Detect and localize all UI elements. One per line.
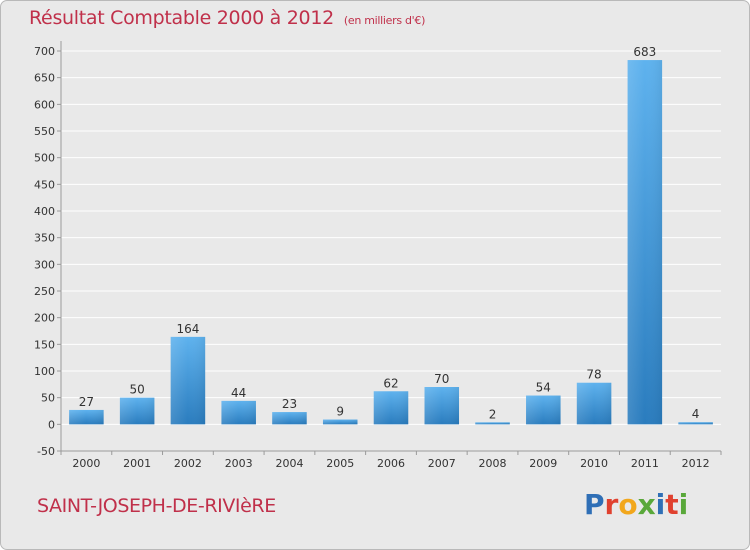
logo-letter: i (678, 488, 689, 521)
y-tick-label: 700 (34, 45, 55, 58)
value-label-2007: 70 (434, 372, 449, 386)
y-tick-label: -50 (37, 445, 55, 458)
bar-shine-2002 (170, 336, 206, 425)
bar-shine-2010 (576, 382, 612, 425)
x-tick-label-2010: 2010 (580, 457, 608, 470)
title-text: Résultat Comptable 2000 à 2012 (29, 7, 334, 29)
x-tick-label-2011: 2011 (631, 457, 659, 470)
logo-letter: i (655, 488, 666, 521)
y-tick-label: 200 (34, 312, 55, 325)
bar-shine-2001 (119, 397, 155, 425)
logo-letter: r (604, 488, 619, 521)
value-label-2003: 44 (231, 386, 246, 400)
bar-shine-2005 (322, 419, 358, 425)
chart-title: Résultat Comptable 2000 à 2012 (en millie… (29, 7, 425, 29)
x-tick-label-2006: 2006 (377, 457, 405, 470)
bar-shine-2003 (221, 400, 256, 425)
bar-shine-2008 (475, 422, 510, 425)
logo-letter: P (584, 488, 605, 521)
y-tick-label: 50 (41, 392, 55, 405)
y-tick-label: 600 (34, 98, 55, 111)
chart-subtitle: (en milliers d'€) (343, 14, 426, 27)
y-tick-label: 400 (34, 205, 55, 218)
value-label-2005: 9 (336, 405, 344, 419)
value-label-2006: 62 (383, 376, 398, 390)
value-label-2011: 683 (633, 45, 656, 59)
value-label-2010: 78 (586, 368, 601, 382)
bar-shine-2000 (69, 409, 104, 425)
x-tick-label-2003: 2003 (225, 457, 253, 470)
data-labels: 27 50 164 44 23 9 62 70 2 54 78 683 4 (79, 45, 700, 421)
y-tick-label: 650 (34, 72, 55, 85)
logo-letter: x (637, 488, 656, 521)
proxiti-logo: Proxiti (584, 488, 688, 521)
x-axis: 2000 2001 2002 2003 2004 2005 2006 2007 2008 2009… (60, 450, 722, 470)
value-label-2008: 2 (489, 407, 497, 421)
logo-letter: t (665, 488, 679, 521)
y-tick-label: 350 (34, 232, 55, 245)
y-tick-label: 0 (48, 418, 55, 431)
value-label-2012: 4 (692, 407, 700, 421)
x-tick-label-2002: 2002 (174, 457, 202, 470)
x-tick-label-2000: 2000 (72, 457, 100, 470)
value-label-2001: 50 (130, 383, 145, 397)
y-tick-label: 150 (34, 338, 55, 351)
y-tick-label: 300 (34, 258, 55, 271)
bar-shine-2009 (526, 395, 561, 425)
bars (69, 60, 713, 425)
bar-shine-2011 (627, 60, 663, 425)
value-label-2002: 164 (176, 322, 199, 336)
x-tick-label-2012: 2012 (682, 457, 710, 470)
y-tick-label: 500 (34, 152, 55, 165)
bar-shine-2006 (373, 391, 409, 425)
y-tick-label: 100 (34, 365, 55, 378)
y-tick-label: 450 (34, 178, 55, 191)
value-label-2009: 54 (536, 381, 551, 395)
value-label-2004: 23 (282, 397, 297, 411)
x-tick-label-2009: 2009 (529, 457, 557, 470)
place-name: SAINT-JOSEPH-DE-RIVIèRE (37, 495, 276, 517)
value-label-2000: 27 (79, 395, 94, 409)
bar-shine-2007 (424, 387, 460, 425)
x-tick-label-2001: 2001 (123, 457, 151, 470)
bar-shine-2004 (272, 412, 307, 425)
y-tick-label: 550 (34, 125, 55, 138)
x-tick-label-2004: 2004 (275, 457, 303, 470)
y-axis: -50 0 50 100 150 200 250 300 350 400 450 500 550 600 6… (34, 41, 62, 458)
logo-letter: o (618, 488, 638, 521)
y-tick-label: 250 (34, 285, 55, 298)
bar-shine-2012 (678, 422, 713, 425)
x-tick-label-2008: 2008 (479, 457, 507, 470)
x-tick-label-2007: 2007 (428, 457, 456, 470)
x-tick-label-2005: 2005 (326, 457, 354, 470)
